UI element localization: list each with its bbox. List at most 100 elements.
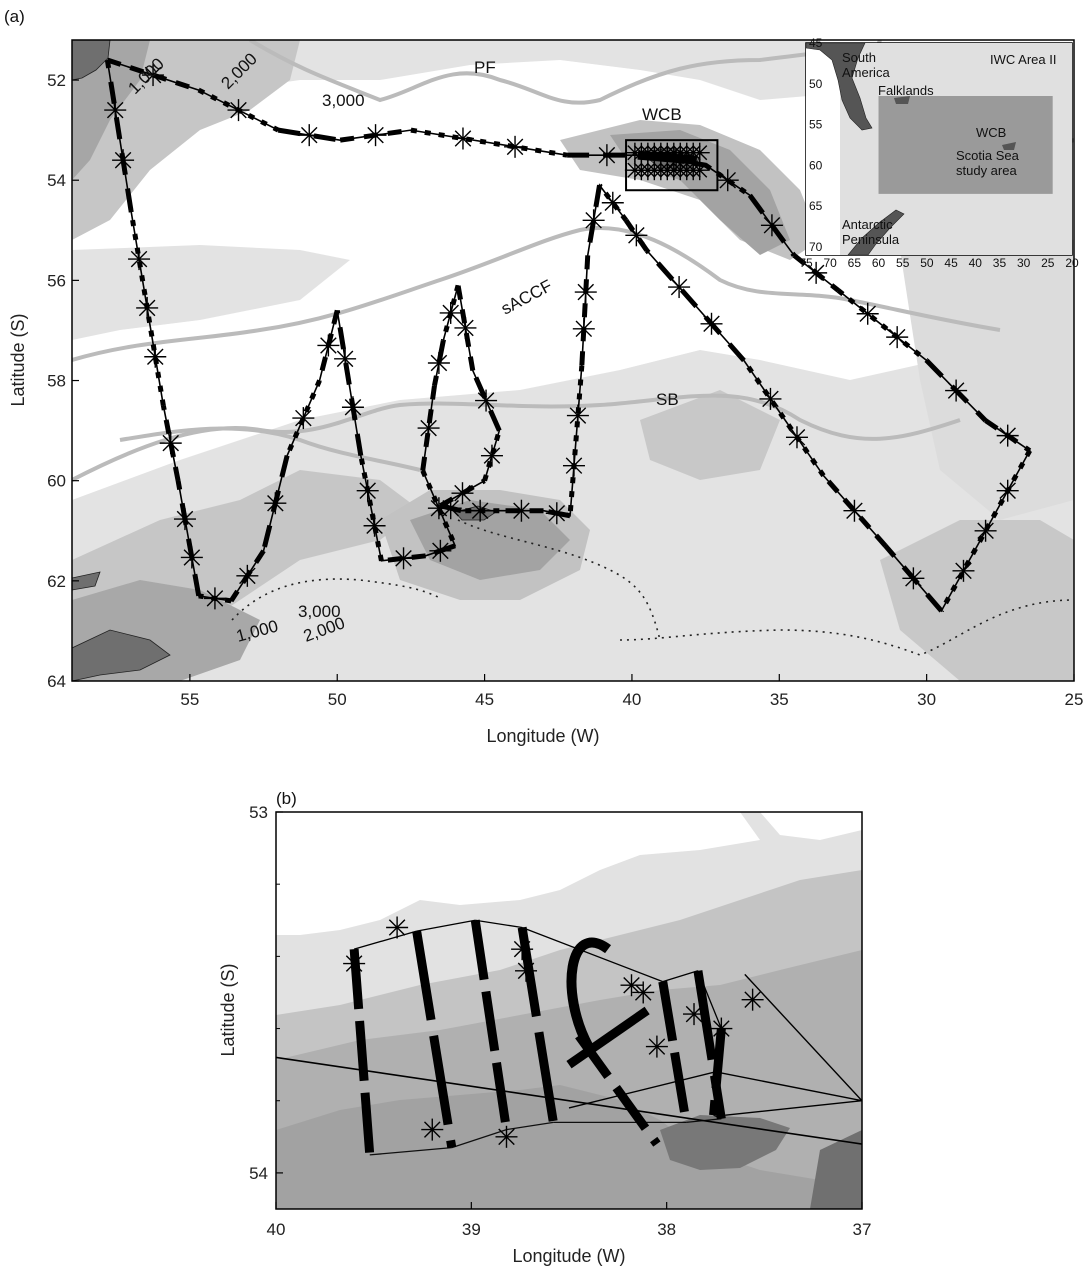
sighting-marker-stroke — [483, 447, 501, 464]
panel-b-sighting-marker — [645, 1035, 668, 1058]
sighting-marker-stroke — [477, 392, 495, 409]
sighting-marker-stroke — [846, 502, 863, 520]
panel-b-frame — [275, 811, 863, 1210]
inset-y-tick-label: 65 — [809, 199, 823, 213]
bathymetry-dark-southorkney — [410, 500, 570, 580]
sighting-marker-stroke — [430, 354, 448, 372]
sighting-marker — [574, 281, 597, 304]
panel-b-sighting-marker — [386, 916, 409, 939]
x-tick-label: 40 — [622, 690, 641, 709]
panel-b-sighting-markers — [343, 916, 764, 1148]
sighting-marker-stroke — [130, 250, 148, 268]
effort-segment — [644, 248, 746, 363]
inset-label-falklands: Falklands — [878, 83, 934, 98]
b-y-tick-label: 53 — [249, 803, 268, 822]
sighting-marker — [427, 352, 450, 375]
sighting-marker-stroke — [471, 502, 489, 520]
sighting-marker-stroke — [336, 350, 354, 368]
inset-y-tick-label: 60 — [809, 158, 823, 172]
sighting-marker-stroke — [623, 976, 640, 994]
x-tick-label: 35 — [770, 690, 789, 709]
panel-a-ticks: 55 50 45 40 35 30 25 52 54 56 58 60 62 64 — [47, 71, 1083, 709]
sighting-marker-stroke — [513, 940, 531, 958]
sighting-marker-stroke — [807, 264, 825, 282]
inset-x-tick-label: 65 — [848, 256, 862, 270]
effort-segment — [432, 339, 446, 387]
sighting-marker-stroke — [388, 919, 406, 936]
inset-x-tick-label: 70 — [824, 256, 838, 270]
effort-segment — [704, 163, 752, 198]
sighting-marker — [144, 345, 167, 368]
connector-line — [353, 930, 417, 950]
sighting-marker-stroke — [442, 304, 459, 322]
sighting-marker — [136, 296, 159, 319]
effort-segment — [410, 127, 568, 158]
sighting-marker — [128, 248, 151, 271]
x-tick-label: 50 — [328, 690, 347, 709]
effort-segment — [470, 369, 502, 432]
inset-map: South America IWC Area II Falklands WCB S… — [799, 36, 1079, 270]
y-tick-label: 54 — [47, 171, 66, 190]
effort-transect — [517, 926, 558, 1124]
effort-segment — [358, 455, 384, 562]
sighting-marker-stroke — [548, 504, 566, 522]
panel-a-ylabel: Latitude (S) — [8, 313, 28, 406]
wcb-box — [625, 139, 719, 192]
sighting-marker-stroke — [628, 227, 645, 244]
sighting-marker-stroke — [788, 429, 806, 446]
sighting-marker — [601, 191, 624, 214]
sighting-marker-stroke — [144, 66, 162, 84]
inset-label-south: South America — [842, 50, 890, 80]
sighting-marker — [668, 276, 691, 299]
sighting-marker — [392, 547, 415, 570]
inset-y-tick-label: 50 — [809, 77, 823, 91]
effort-segment — [334, 310, 364, 457]
sighting-marker-stroke — [670, 278, 688, 296]
panel-b-ylabel: Latitude (S) — [218, 963, 238, 1056]
sighting-marker-stroke — [762, 390, 779, 408]
inset-x-tick-label: 40 — [969, 256, 983, 270]
land-south-shetland — [72, 571, 101, 591]
sighting-marker-stroke — [999, 427, 1016, 444]
connector-line — [369, 1146, 452, 1156]
sighting-marker — [227, 99, 250, 122]
passage-line — [276, 1056, 862, 1145]
sighting-marker — [945, 379, 968, 402]
connector-line — [521, 926, 663, 983]
sighting-marker-stroke — [295, 409, 312, 427]
sighting-marker — [625, 224, 648, 247]
southern-boundary-west — [119, 426, 421, 472]
sighting-marker — [334, 347, 357, 370]
panel-a-frame — [71, 39, 1075, 682]
effort-transect — [412, 930, 457, 1149]
effort-segment — [821, 474, 888, 548]
sighting-marker — [317, 334, 340, 357]
panel-b-map — [276, 812, 862, 1209]
y-tick-label: 62 — [47, 572, 66, 591]
sighting-marker — [805, 261, 828, 284]
panel-b-sighting-marker — [620, 974, 643, 997]
sighting-markers — [104, 64, 1019, 610]
effort-diagonal-2 — [566, 1006, 650, 1069]
sighting-marker-stroke — [300, 126, 318, 144]
bathymetry-light-south — [72, 300, 1074, 681]
connector-line — [506, 1121, 554, 1131]
sighting-marker-stroke — [176, 510, 194, 528]
connector-line — [475, 919, 523, 929]
sighting-marker — [451, 482, 474, 505]
sighting-marker-stroke — [604, 194, 622, 212]
connector-line — [686, 1118, 722, 1124]
inset-x-tick-label: 45 — [944, 256, 958, 270]
sighting-marker-stroke — [888, 328, 906, 346]
effort-segment — [741, 359, 826, 478]
sighting-marker — [475, 389, 498, 412]
sighting-marker — [203, 587, 226, 610]
inset-x-tick-label: 30 — [1017, 256, 1031, 270]
sighting-marker-stroke — [457, 319, 474, 337]
sighting-marker — [759, 387, 782, 410]
sighting-marker-stroke — [183, 549, 201, 566]
panel-b-sighting-marker — [343, 952, 366, 975]
sighting-marker — [716, 169, 739, 192]
sighting-marker-wcb — [689, 142, 710, 163]
